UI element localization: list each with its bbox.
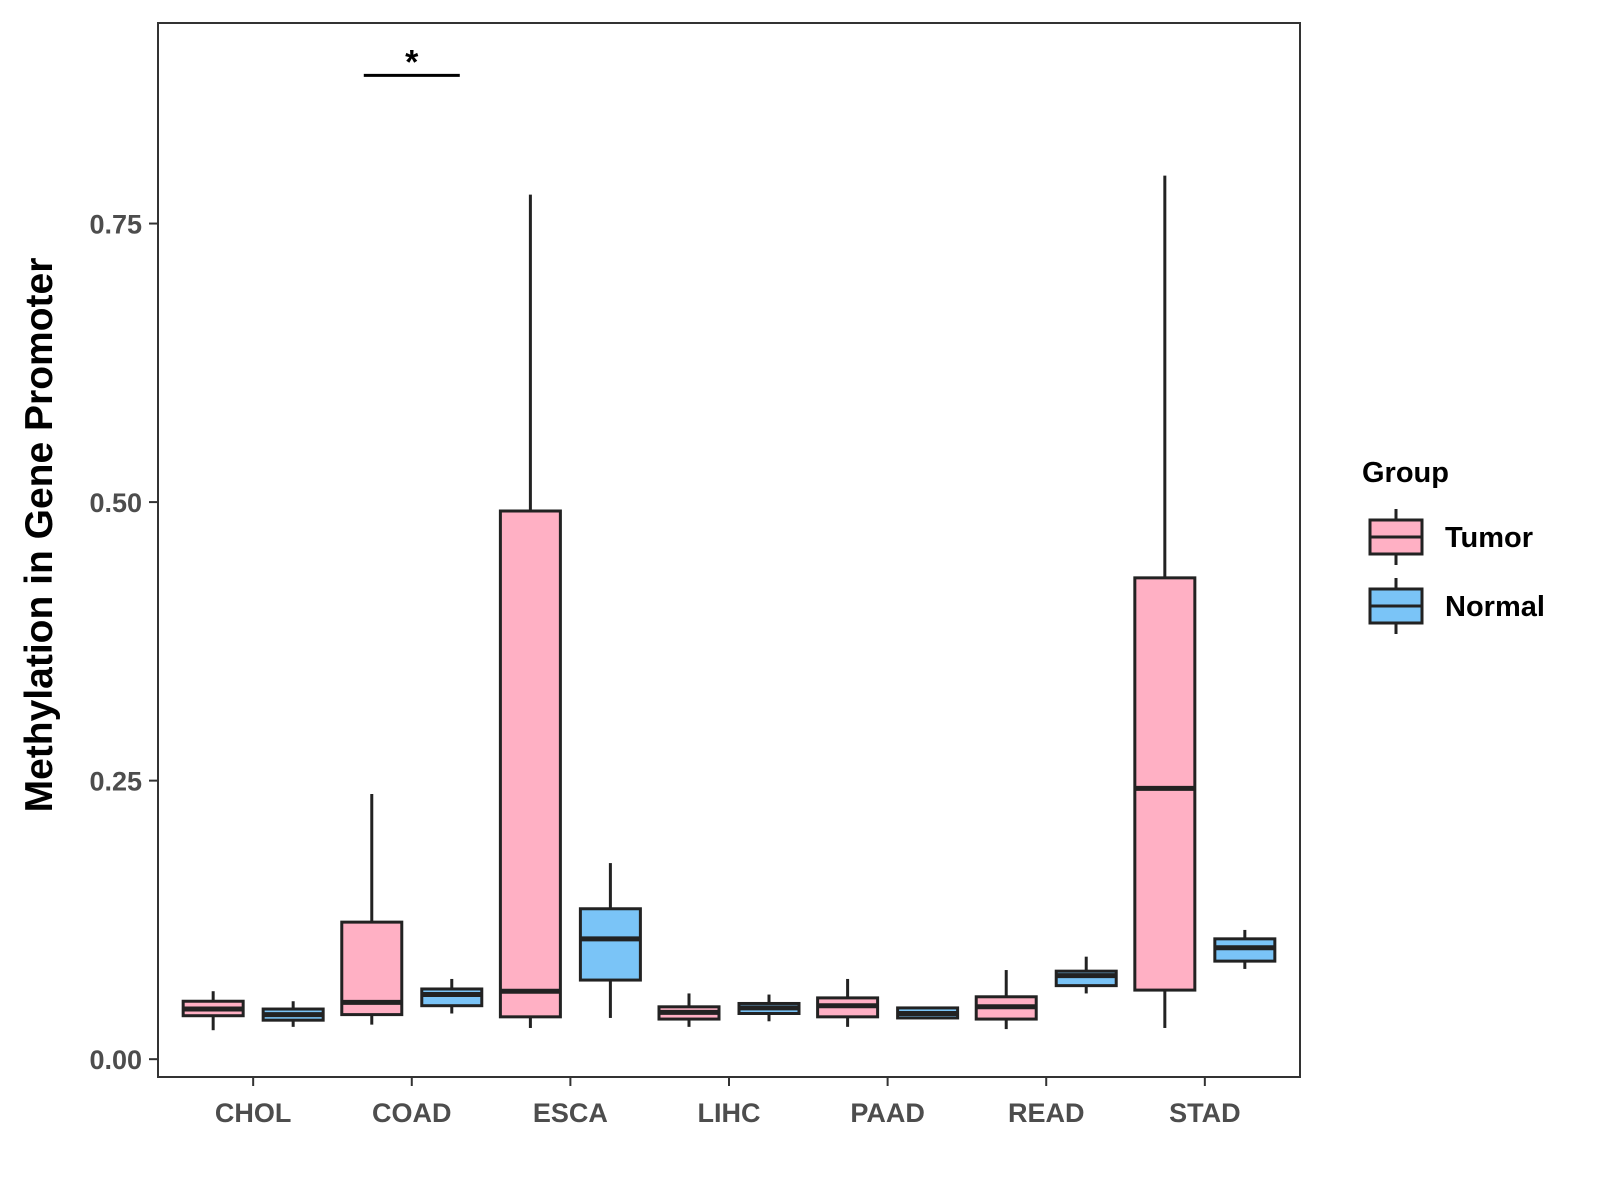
box-normal-stad	[1213, 929, 1277, 969]
y-tick-label: 0.75	[89, 210, 142, 240]
box-tumor-paad	[816, 978, 880, 1027]
y-tick-label: 0.50	[89, 488, 142, 518]
x-tick-label-stad: STAD	[1169, 1098, 1241, 1128]
annotations-layer: *	[363, 43, 460, 81]
x-tick-label-paad: PAAD	[850, 1098, 925, 1128]
x-tick-label-lihc: LIHC	[698, 1098, 761, 1128]
box-normal-read	[1054, 956, 1118, 994]
x-axis: CHOL COAD ESCA LIHC PAAD READ STAD	[215, 1077, 1241, 1128]
legend-title: Group	[1362, 457, 1449, 489]
box-tumor-esca	[498, 194, 562, 1028]
box-normal-paad	[896, 1006, 960, 1020]
box-tumor-read	[974, 970, 1038, 1030]
plot-panel-border	[157, 22, 1301, 1078]
box-body-normal-esca	[578, 907, 642, 982]
legend-label-tumor: Tumor	[1445, 522, 1533, 554]
box-tumor-coad	[340, 794, 404, 1025]
legend: Group Tumor Normal	[1362, 457, 1545, 634]
box-body-tumor-stad	[1133, 576, 1197, 992]
box-normal-esca	[578, 863, 642, 1018]
x-tick-label-chol: CHOL	[215, 1098, 292, 1128]
y-axis-title: Methylation in Gene Promoter	[18, 258, 61, 813]
box-body-normal-coad	[420, 987, 484, 1008]
box-tumor-lihc	[657, 993, 721, 1027]
box-normal-lihc	[737, 994, 801, 1022]
box-body-tumor-esca	[498, 509, 562, 1019]
y-tick-label: 0.00	[89, 1045, 142, 1075]
x-tick-label-coad: COAD	[372, 1098, 452, 1128]
y-axis: 0.00 0.25 0.50 0.75	[89, 210, 158, 1075]
y-tick-label: 0.25	[89, 767, 142, 797]
box-tumor-chol	[181, 991, 245, 1031]
legend-label-normal: Normal	[1445, 591, 1545, 623]
box-normal-coad	[420, 978, 484, 1014]
box-normal-chol	[261, 1001, 325, 1027]
x-tick-label-read: READ	[1008, 1098, 1085, 1128]
box-body-tumor-coad	[340, 920, 404, 1017]
boxes-layer	[181, 175, 1277, 1031]
significance-label-coad: *	[405, 43, 419, 81]
x-tick-label-esca: ESCA	[533, 1098, 608, 1128]
box-tumor-stad	[1133, 175, 1197, 1028]
